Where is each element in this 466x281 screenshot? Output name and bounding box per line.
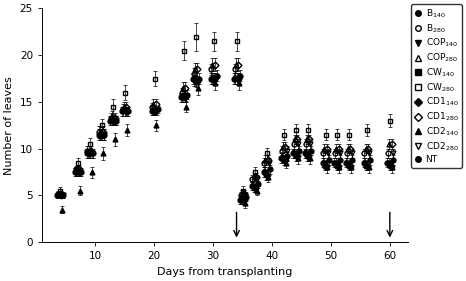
X-axis label: Days from transplanting: Days from transplanting <box>157 267 293 277</box>
Legend: B$_{140}$, B$_{280}$, COP$_{140}$, COP$_{280}$, CW$_{140}$, CW$_{280}$, CD1$_{14: B$_{140}$, B$_{280}$, COP$_{140}$, COP$_… <box>411 4 462 167</box>
Y-axis label: Number of leaves: Number of leaves <box>4 76 14 175</box>
